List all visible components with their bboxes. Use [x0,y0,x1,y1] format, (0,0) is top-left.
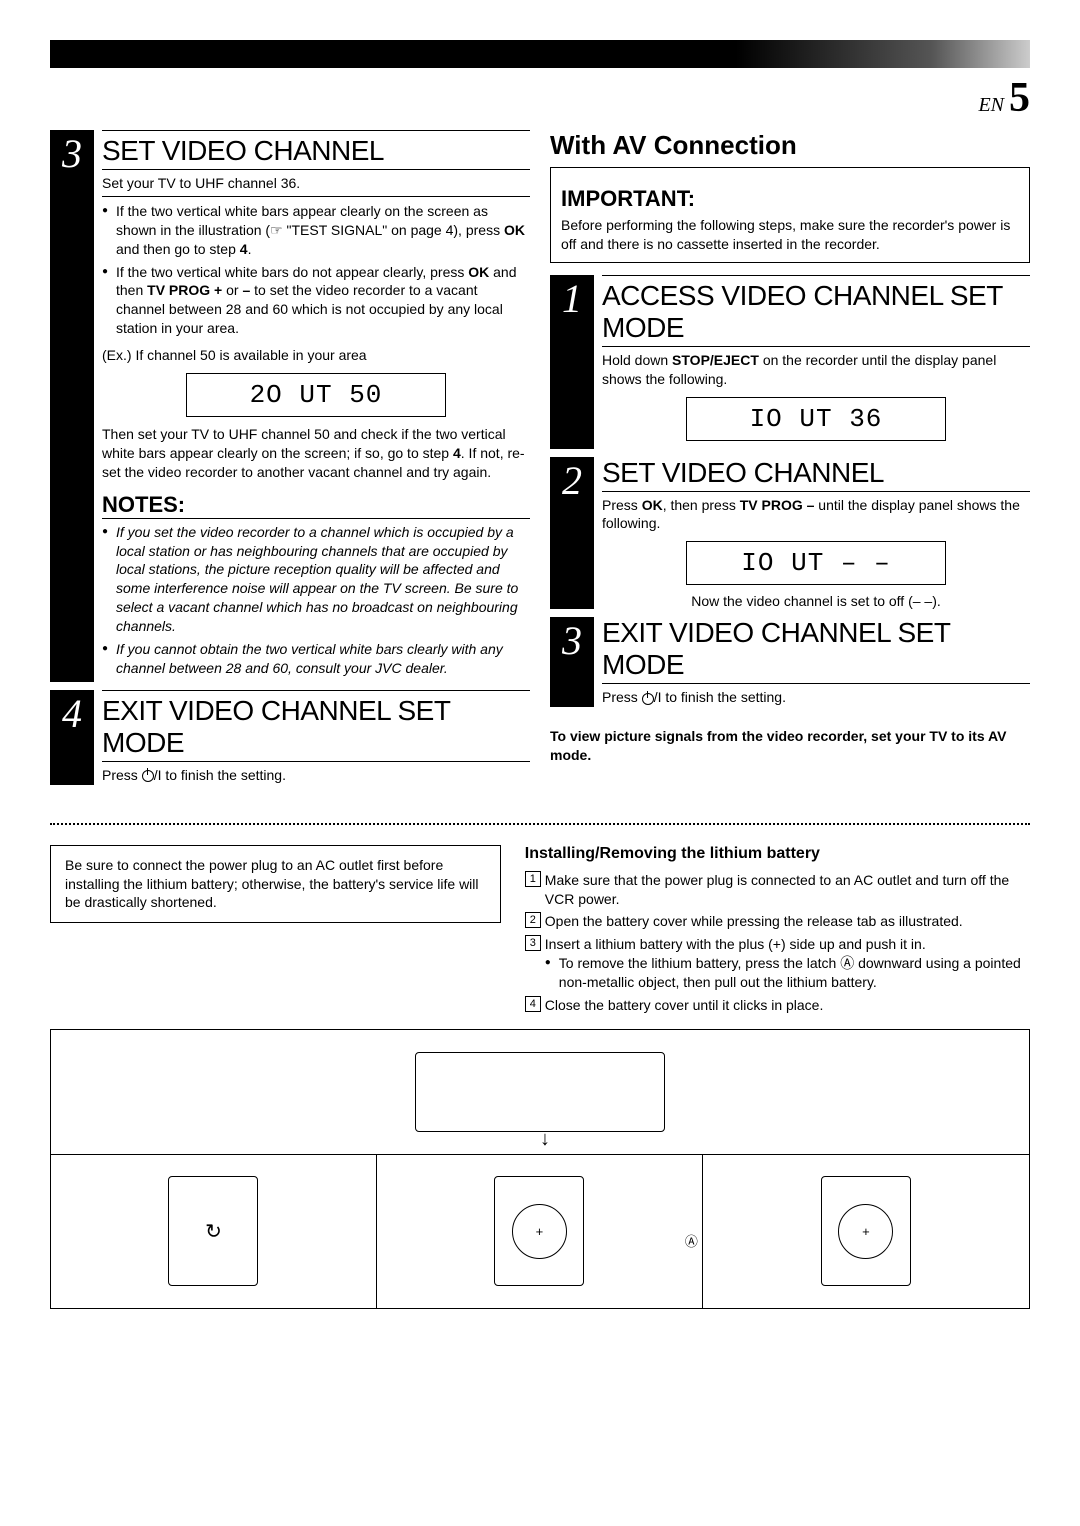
av-connection-title: With AV Connection [550,130,1030,161]
battery-step-3-sub: To remove the lithium battery, press the… [545,954,1030,992]
left-column: 3 SET VIDEO CHANNEL Set your TV to UHF c… [50,130,530,793]
note-2: If you cannot obtain the two vertical wh… [102,640,530,678]
lang-label: EN [978,94,1004,116]
lcd-display-1: 2O UT 50 [186,373,446,417]
battery-circle-icon: + [838,1204,893,1259]
av-step-1: 1 ACCESS VIDEO CHANNEL SET MODE Hold dow… [550,275,1030,449]
battery-step-3: 3 Insert a lithium battery with the plus… [525,935,1030,992]
step3-bullet-2: If the two vertical white bars do not ap… [102,263,530,339]
battery-warning-box: Be sure to connect the power plug to an … [50,845,501,924]
important-box: IMPORTANT: Before performing the followi… [550,167,1030,263]
battery-circle-icon: + [512,1204,567,1259]
page-num: 5 [1009,75,1030,121]
av-step1-text: Hold down STOP/EJECT on the recorder unt… [602,351,1030,389]
header-bar [50,40,1030,68]
step-3: 3 SET VIDEO CHANNEL Set your TV to UHF c… [50,130,530,682]
av-step-number-3: 3 [550,617,594,707]
right-column: With AV Connection IMPORTANT: Before per… [550,130,1030,793]
av-step-2: 2 SET VIDEO CHANNEL Press OK, then press… [550,457,1030,610]
diagram-panel-1: ↻ [51,1155,377,1308]
battery-section: Be sure to connect the power plug to an … [50,845,1030,1019]
diagram-vcr: ↓ [51,1030,1029,1155]
av-step-number-1: 1 [550,275,594,449]
final-note: To view picture signals from the video r… [550,727,1030,765]
vcr-illustration: ↓ [415,1052,665,1132]
power-icon [142,770,154,782]
av-step2-text: Press OK, then press TV PROG – until the… [602,496,1030,534]
power-icon [642,693,654,705]
battery-step-1: 1Make sure that the power plug is connec… [525,871,1030,909]
step3-intro: Set your TV to UHF channel 36. [102,174,530,197]
set-channel-title-2: SET VIDEO CHANNEL [602,457,1030,492]
important-text: Before performing the following steps, m… [561,216,1019,254]
step3-after: Then set your TV to UHF channel 50 and c… [102,425,530,482]
step4-text: Press /I to finish the setting. [102,766,530,785]
battery-step-4: 4Close the battery cover until it clicks… [525,996,1030,1015]
exit-mode-title: EXIT VIDEO CHANNEL SET MODE [102,690,530,762]
av-step-number-2: 2 [550,457,594,610]
step-number-3: 3 [50,130,94,682]
step-number-4: 4 [50,690,94,785]
important-title: IMPORTANT: [561,186,1019,212]
lcd-display-2: IO UT 36 [686,397,946,441]
step3-bullet-1: If the two vertical white bars appear cl… [102,202,530,259]
access-mode-title: ACCESS VIDEO CHANNEL SET MODE [602,275,1030,347]
channel-off-note: Now the video channel is set to off (– –… [602,593,1030,609]
diagram-panel-2: + Ⓐ [377,1155,703,1308]
step-4: 4 EXIT VIDEO CHANNEL SET MODE Press /I t… [50,690,530,785]
lcd-display-3: IO UT – – [686,541,946,585]
divider [50,823,1030,825]
exit-mode-title-2: EXIT VIDEO CHANNEL SET MODE [602,617,1030,684]
av-step-3: 3 EXIT VIDEO CHANNEL SET MODE Press /I t… [550,617,1030,707]
battery-step-2: 2Open the battery cover while pressing t… [525,912,1030,931]
step3-example: (Ex.) If channel 50 is available in your… [102,346,530,365]
battery-heading: Installing/Removing the lithium battery [525,845,1030,863]
notes-title: NOTES: [102,492,530,519]
diagram-panel-3: + [703,1155,1029,1308]
latch-a-label: Ⓐ [685,1231,698,1250]
av-step3-text: Press /I to finish the setting. [602,688,1030,707]
note-1: If you set the video recorder to a chann… [102,523,530,636]
battery-diagram: ↓ ↻ + Ⓐ + [50,1029,1030,1309]
set-video-channel-title: SET VIDEO CHANNEL [102,130,530,170]
page-number: EN 5 [50,74,1030,122]
